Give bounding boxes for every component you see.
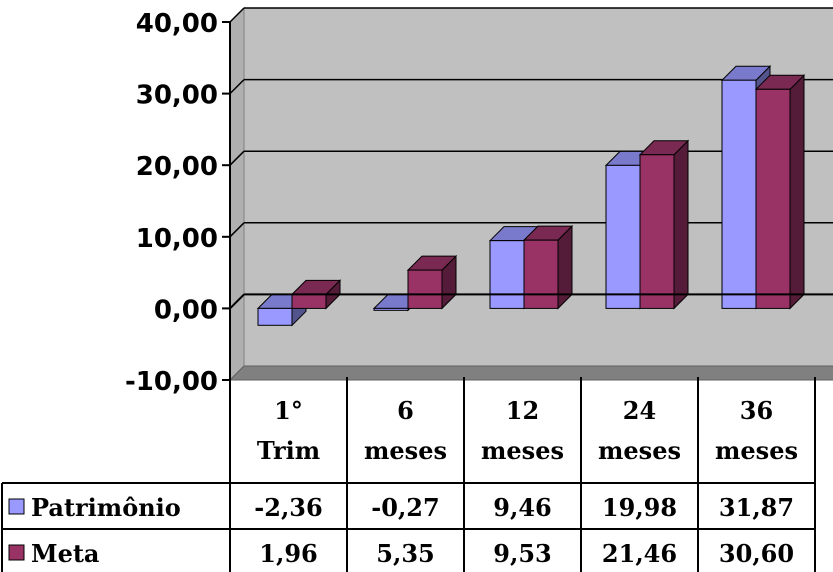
data-label: 19,98 xyxy=(602,493,677,522)
data-label: 5,35 xyxy=(376,539,434,568)
bar-front-face xyxy=(755,88,791,309)
x-tick-label: meses xyxy=(715,436,798,465)
bar-meta-4 xyxy=(754,74,806,310)
bar-front-face xyxy=(605,164,641,309)
x-tick-label: meses xyxy=(364,436,447,465)
chart-floor xyxy=(228,365,833,381)
gridline-side xyxy=(229,7,245,23)
legend-swatch-patrimônio xyxy=(8,498,25,515)
y-tick-label: 40,00 xyxy=(136,9,218,39)
gridline-side xyxy=(229,79,245,95)
gridline-side xyxy=(229,222,245,238)
data-label: 9,46 xyxy=(493,493,551,522)
data-label: 30,60 xyxy=(719,539,794,568)
data-label: 9,53 xyxy=(493,539,551,568)
x-tick-label: Trim xyxy=(257,436,320,465)
bar-front-face xyxy=(257,307,293,326)
y-tick-label: -10,00 xyxy=(125,367,218,397)
bar-front-face xyxy=(639,154,675,309)
bar-side-face xyxy=(789,74,805,310)
x-tick-label: 6 xyxy=(397,396,414,425)
legend-swatch-meta xyxy=(8,544,25,561)
x-tick-label: 36 xyxy=(740,396,773,425)
legend-label: Patrimônio xyxy=(31,493,181,522)
bar-front-face xyxy=(523,239,559,309)
x-tick-label: 1° xyxy=(274,396,303,425)
bar-front-face xyxy=(407,269,443,309)
bar-side-face xyxy=(673,139,689,310)
data-label: 31,87 xyxy=(719,493,794,522)
bar-front-face xyxy=(291,293,327,309)
y-tick-label: 30,00 xyxy=(136,81,218,111)
x-tick-label: 12 xyxy=(506,396,539,425)
chart-side-wall xyxy=(229,6,245,382)
data-label: 21,46 xyxy=(602,539,677,568)
bar-meta-1 xyxy=(406,254,458,310)
gridline-side xyxy=(229,150,245,166)
bar-front-face xyxy=(721,79,757,309)
bar-front-face xyxy=(489,240,525,309)
legend-label: Meta xyxy=(31,539,99,568)
data-label: 1,96 xyxy=(259,539,317,568)
zero-line-side xyxy=(229,293,245,310)
y-tick-label: 10,00 xyxy=(136,224,218,254)
y-tick-label: 20,00 xyxy=(136,152,218,182)
bar-meta-2 xyxy=(522,224,574,310)
data-label: -0,27 xyxy=(371,493,439,522)
x-tick-label: 24 xyxy=(623,396,656,425)
y-tick-label: 0,00 xyxy=(154,295,218,325)
x-tick-label: meses xyxy=(598,436,681,465)
bar-meta-3 xyxy=(638,139,690,310)
data-label: -2,36 xyxy=(254,493,322,522)
x-tick-label: meses xyxy=(481,436,564,465)
bar-front-face xyxy=(373,307,409,311)
